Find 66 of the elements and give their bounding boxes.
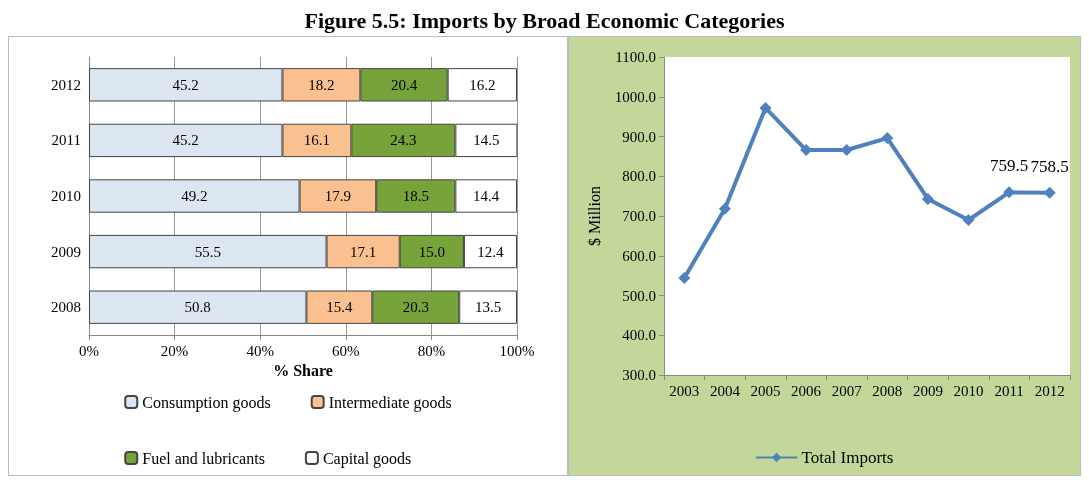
x-tick-label: 40% [246,342,274,359]
legend-label: Intermediate goods [328,393,452,412]
y-tick-label: 700.0 [622,208,656,224]
x-tick-label: 0% [79,342,99,359]
data-label: 17.1 [350,243,377,260]
x-tick-label: 60% [332,342,360,359]
data-label: 20.3 [402,299,429,316]
x-tick-label: 2004 [709,382,741,399]
x-tick-label: 2008 [872,382,903,399]
legend-label: Fuel and lubricants [142,449,265,467]
x-axis-title: % Share [273,362,333,380]
y-tick-label: 2010 [51,188,81,204]
data-label: 45.2 [172,76,199,93]
y-tick-label: 2009 [51,243,81,260]
data-label: 49.2 [181,188,208,204]
y-tick-label: 1100.0 [615,49,656,65]
data-label: 16.1 [303,132,331,149]
data-label: 14.5 [473,132,500,149]
x-tick-label: 2011 [994,382,1024,399]
data-label: 50.8 [184,299,211,316]
x-tick-label: 2007 [831,382,863,399]
x-tick-label: 20% [160,342,189,359]
data-label: 16.2 [469,76,496,93]
data-label: 20.4 [390,76,418,93]
data-label: 45.2 [172,132,199,149]
y-tick-label: 1000.0 [614,88,656,105]
data-label: 15.4 [326,299,354,316]
data-label: 15.0 [418,243,445,260]
y-axis-title: $ Million [585,185,603,247]
data-label: 758.5 [1030,156,1069,176]
y-tick-label: 400.0 [622,327,656,344]
y-tick-label: 800.0 [622,168,656,185]
y-tick-label: 2012 [51,76,81,93]
chart-title: Figure 5.5: Imports by Broad Economic Categories [303,8,786,35]
x-tick-label: 2006 [791,382,822,399]
legend-label: Consumption goods [142,393,271,412]
data-label: 759.5 [989,156,1029,176]
point [881,132,894,145]
point [678,272,691,285]
point [962,213,975,226]
data-label: 17.9 [324,188,352,204]
data-label: 24.3 [390,132,417,149]
point [759,101,772,114]
x-tick-label: 80% [417,342,446,359]
data-label: 18.2 [308,76,335,93]
y-tick-label: 2011 [51,132,81,149]
data-label: 55.5 [194,243,221,260]
y-tick-label: 900.0 [622,128,656,145]
data-label: 14.4 [473,188,500,204]
x-tick-label: 2010 [953,382,984,399]
y-tick-label: 300.0 [622,367,656,383]
x-tick-label: 100% [499,342,535,359]
point [718,202,731,215]
legend-label: Total Imports [801,448,894,467]
x-tick-label: 2009 [912,382,943,399]
x-tick-label: 2005 [750,382,781,399]
y-tick-label: 500.0 [622,287,656,304]
x-tick-label: 2012 [1034,382,1065,399]
y-tick-label: 600.0 [622,247,656,264]
legend-label: Capital goods [322,449,412,468]
x-tick-label: 2003 [669,382,700,399]
data-label: 12.4 [477,243,505,260]
point [921,192,934,205]
data-label: 13.5 [474,299,502,316]
y-tick-label: 2008 [51,299,81,316]
data-label: 18.5 [402,188,429,204]
